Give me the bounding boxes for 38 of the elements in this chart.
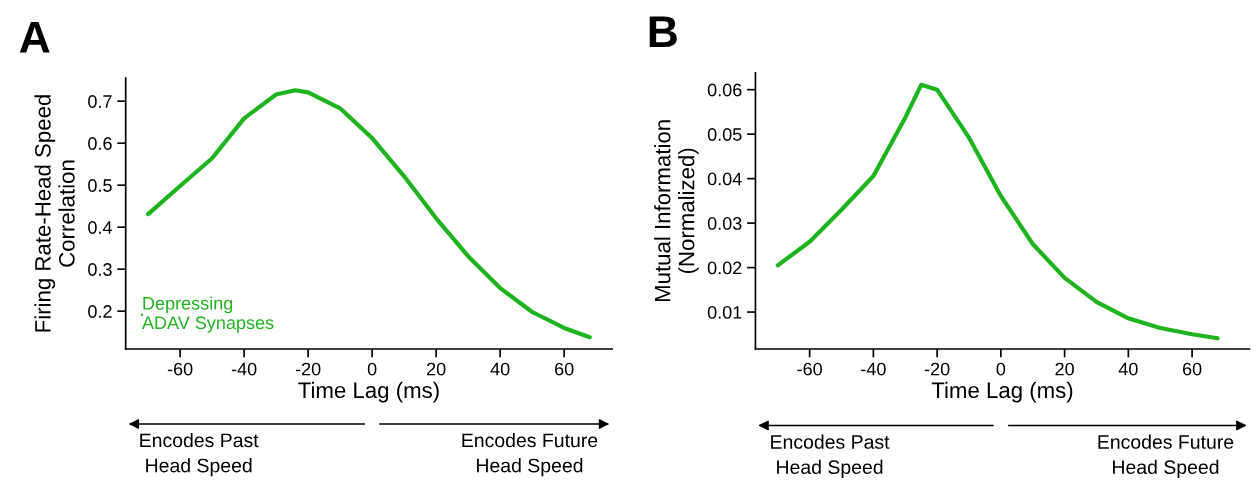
x-axis-title: Time Lag (ms) xyxy=(298,381,439,403)
x-axis-title: Time Lag (ms) xyxy=(931,381,1073,403)
text: Encodes Past Head Speed xyxy=(771,434,890,478)
text: B xyxy=(649,16,677,47)
text: A xyxy=(19,22,50,53)
y-tick-label: 0.2 xyxy=(88,305,112,318)
x-tick-label: -60 xyxy=(167,362,193,376)
x-tick-label: -20 xyxy=(924,362,950,376)
y-axis-title: Firing Rate-Head Speed Correlation xyxy=(34,95,75,332)
x-tick-label: 20 xyxy=(427,362,446,376)
y-tick-label: 0.03 xyxy=(707,217,742,230)
x-tick-label: -40 xyxy=(231,362,257,376)
y-tick-label: 0.05 xyxy=(707,128,742,141)
line-series xyxy=(775,82,1220,341)
x-tick-label: 0 xyxy=(367,362,377,376)
y-tick-label: 0.7 xyxy=(88,95,112,108)
x-tick-label: 60 xyxy=(1182,362,1202,376)
y-axis-title: Mutual Information (Normalized) xyxy=(654,120,699,302)
y-tick-label: 0.06 xyxy=(707,83,742,97)
y-tick-label: 0.4 xyxy=(88,221,112,234)
text: Encodes Past Head Speed xyxy=(140,432,259,477)
x-tick-label: 60 xyxy=(555,362,574,376)
y-tick-label: 0.01 xyxy=(707,305,742,319)
y-tick-label: 0.04 xyxy=(707,172,742,186)
x-tick-label: 20 xyxy=(1055,362,1074,376)
x-tick-label: 40 xyxy=(490,362,510,376)
y-tick-label: 0.6 xyxy=(88,137,112,150)
text: Encodes Future Head Speed xyxy=(1098,434,1234,478)
y-tick-label: 0.5 xyxy=(88,179,112,192)
x-tick-label: -60 xyxy=(797,362,822,376)
legend-label: Depressing ADAV Synapses xyxy=(141,296,274,333)
x-tick-label: 40 xyxy=(1118,362,1138,376)
text: Encodes Future Head Speed xyxy=(462,432,598,477)
y-tick-label: 0.3 xyxy=(88,263,112,276)
x-tick-label: -20 xyxy=(295,362,321,376)
y-tick-label: 0.02 xyxy=(707,261,742,275)
x-tick-label: 0 xyxy=(996,362,1006,376)
x-tick-label: -40 xyxy=(861,362,886,376)
